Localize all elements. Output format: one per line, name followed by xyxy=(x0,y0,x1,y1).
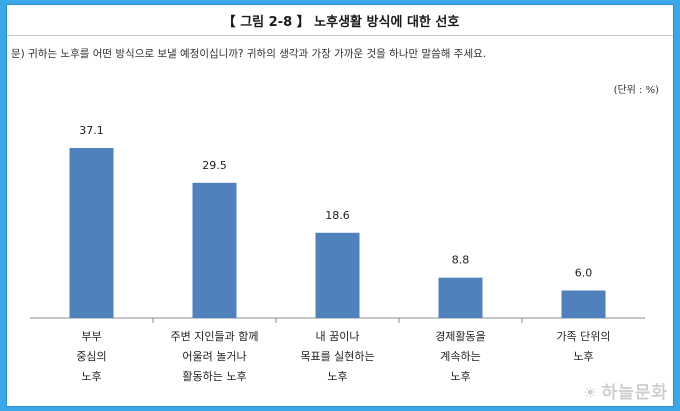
category-label-4: 경제활동을 계속하는 노후 xyxy=(435,329,486,383)
data-label-3: 18.6 xyxy=(325,209,350,222)
title-divider xyxy=(7,35,673,36)
bar-1 xyxy=(69,148,114,318)
watermark-text: 하늘문화 xyxy=(601,383,668,403)
data-label-1: 37.1 xyxy=(79,124,104,137)
data-label-4: 8.8 xyxy=(452,254,470,267)
data-label-5: 6.0 xyxy=(575,267,593,280)
category-label-3: 내 꿈이나 목표를 실현하는 노후 xyxy=(300,330,374,383)
bar-3 xyxy=(315,232,360,318)
watermark: ☀ 하늘문화 xyxy=(583,378,668,403)
bar-4 xyxy=(438,277,483,318)
unit-label: (단위 : %) xyxy=(613,85,659,96)
figure-title: 【 그림 2-8 】 노후생활 방식에 대한 선호 xyxy=(222,15,460,30)
data-label-2: 29.5 xyxy=(202,159,227,172)
category-label-5: 가족 단위의 노후 xyxy=(556,330,610,363)
category-label-2: 주변 지인들과 함께 어울려 놀거나 활동하는 노후 xyxy=(171,330,259,383)
bar-2 xyxy=(192,182,237,318)
category-label-1: 부부 중심의 노후 xyxy=(76,330,106,383)
survey-question: 문) 귀하는 노후를 어떤 방식으로 보낼 예정이십니까? 귀하의 생각과 가장… xyxy=(11,48,487,60)
figure-frame: 【 그림 2-8 】 노후생활 방식에 대한 선호 문) 귀하는 노후를 어떤 … xyxy=(6,4,674,407)
bar-5 xyxy=(561,290,606,318)
sun-icon: ☀ xyxy=(583,383,599,402)
